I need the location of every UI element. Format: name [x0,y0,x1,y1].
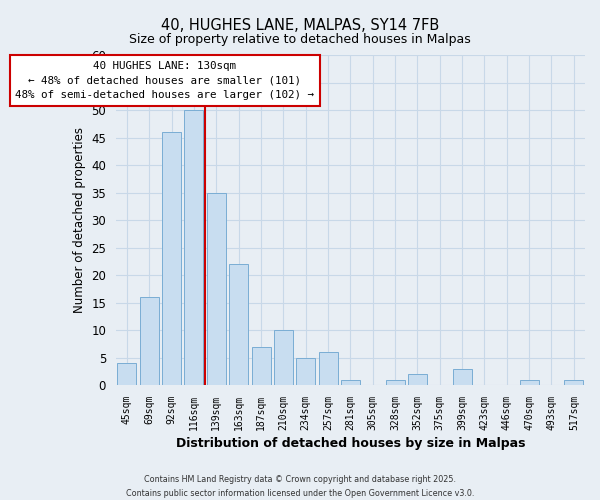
Bar [207,192,226,385]
Text: 40, HUGHES LANE, MALPAS, SY14 7FB: 40, HUGHES LANE, MALPAS, SY14 7FB [161,18,439,32]
Text: Size of property relative to detached houses in Malpas: Size of property relative to detached ho… [129,32,471,46]
Bar [229,264,248,385]
X-axis label: Distribution of detached houses by size in Malpas: Distribution of detached houses by size … [176,437,525,450]
Bar [118,363,136,385]
Bar [319,352,338,385]
Y-axis label: Number of detached properties: Number of detached properties [73,127,86,313]
Bar [140,297,159,385]
Text: Contains HM Land Registry data © Crown copyright and database right 2025.
Contai: Contains HM Land Registry data © Crown c… [126,476,474,498]
Bar [408,374,427,385]
Bar [520,380,539,385]
Bar [565,380,583,385]
Bar [251,346,271,385]
Bar [162,132,181,385]
Bar [452,368,472,385]
Bar [386,380,404,385]
Bar [274,330,293,385]
Bar [296,358,315,385]
Bar [341,380,360,385]
Text: 40 HUGHES LANE: 130sqm
← 48% of detached houses are smaller (101)
48% of semi-de: 40 HUGHES LANE: 130sqm ← 48% of detached… [16,60,314,100]
Bar [184,110,203,385]
